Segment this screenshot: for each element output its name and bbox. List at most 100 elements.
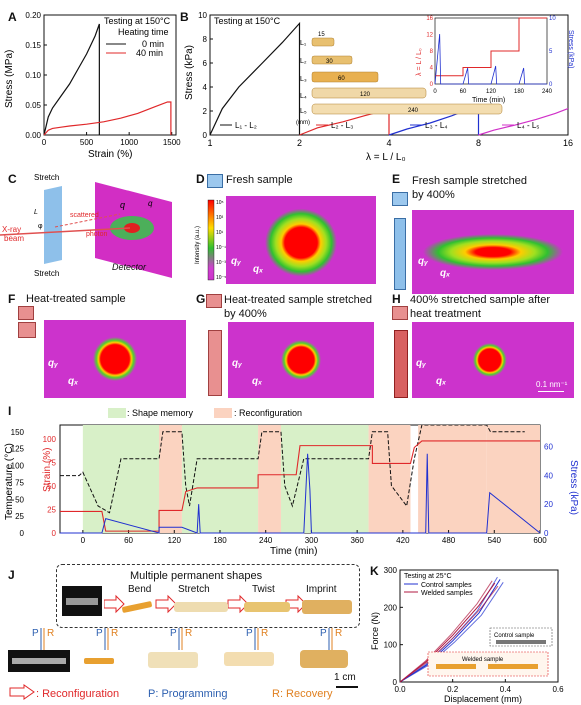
i-strain-tick: 25 [47, 506, 56, 515]
b-xlabel: λ = L / L₀ [366, 152, 406, 163]
panel-label-h: H [392, 292, 401, 306]
d-sample-icon [207, 174, 223, 188]
h-film [394, 330, 408, 398]
i-xtick-label: 60 [124, 536, 133, 545]
k-xtick-label: 0.2 [447, 685, 459, 694]
j-step-3: Imprint [306, 584, 337, 595]
a-xtick-label: 0 [42, 138, 47, 147]
j-legend-arrow [9, 684, 35, 700]
b-inset-xt: 240 [542, 89, 553, 95]
k-ytick-label: 200 [384, 603, 398, 612]
k-series-1-1 [399, 585, 499, 683]
i-legend-pink-swatch [214, 408, 232, 418]
i-series-stress [60, 453, 541, 534]
j-step-2: Twist [252, 584, 275, 595]
a-ytick-label: 0.10 [25, 71, 41, 80]
c-stretch-top: Stretch [34, 173, 59, 182]
i-stress-tick: 60 [544, 443, 553, 452]
i-temp-tick: 125 [11, 445, 25, 454]
e-qx: qₓ [440, 268, 451, 279]
a-xlabel: Strain (%) [88, 149, 132, 160]
b-inset-lt: 8 [430, 49, 434, 55]
panel-label-a: A [8, 10, 17, 24]
f-qx: qₓ [68, 376, 79, 387]
i-xtick-label: 0 [81, 536, 86, 545]
e-scatter-image [412, 210, 574, 294]
h-sample-icon [392, 306, 408, 320]
b-sample-label-2: L₃ [300, 76, 307, 83]
i-xtick-label: 420 [396, 536, 410, 545]
j-scale-bar [336, 686, 358, 688]
b-xtick-label: 8 [476, 138, 481, 148]
b-ytick-label: 6 [203, 59, 208, 68]
f-qy: qᵧ [48, 358, 58, 369]
i-temp-tick: 50 [15, 495, 24, 504]
h-qy: qᵧ [416, 358, 426, 369]
b-ytick-label: 4 [203, 83, 208, 92]
a-xtick-label: 500 [80, 138, 94, 147]
i-xtick-label: 120 [168, 536, 182, 545]
b-note: Testing at 150°C [214, 16, 281, 26]
g-sample-icon [206, 294, 222, 308]
k-xtick-label: 0.4 [500, 685, 512, 694]
j-step-1: Stretch [178, 584, 210, 595]
k-legend-1: Welded samples [421, 590, 473, 597]
b-samples: L₁ 15 L₂ 30 L₃ 60 L₄ 120 L₅ 240 (mm) [296, 32, 503, 126]
f-scatter-image [44, 320, 186, 398]
b-series-0 [209, 21, 301, 136]
b-inset: λ = L / L₀ Stress (kPa) Time (min) 0 4 8 12… [416, 16, 574, 104]
f-title: Heat-treated sample [26, 293, 126, 305]
j-p-1: P [96, 628, 103, 639]
i-stress-tick: 20 [544, 500, 553, 509]
b-inset-lt: 4 [430, 66, 434, 72]
g-qy: qᵧ [232, 358, 242, 369]
d-cbar-tick: 10⁵ [216, 200, 224, 206]
j-legend-rec: R: Recovery [272, 688, 333, 700]
b-ylabel: Stress (kPa) [184, 45, 195, 100]
j-p-0: P [32, 628, 39, 639]
panel-label-d: D [196, 172, 205, 186]
k-legend-0: Control samples [421, 582, 472, 589]
b-inset-stress-3 [518, 67, 547, 85]
b-inset-xt: 180 [514, 89, 525, 95]
a-ytick-label: 0.20 [25, 11, 41, 20]
a-series-0 [43, 23, 100, 136]
k-xtick-label: 0.6 [552, 685, 564, 694]
i-legend-pink: : Reconfiguration [234, 408, 302, 418]
b-inset-lt: 16 [426, 16, 433, 22]
d-scatter-image [226, 196, 376, 284]
i-ylabel-left: Temperature (°C) [4, 443, 15, 520]
d-cbar-tick: 10⁻³ [216, 260, 226, 266]
b-seg-label-2: L₃ - L₄ [425, 121, 448, 130]
c-qy: q [148, 199, 153, 208]
f-sample-icon [18, 306, 34, 320]
d-colorbar: 10⁵ 10³ 10¹ 10⁻¹ 10⁻³ 10⁻⁵ Intensity (a.u.) [195, 199, 226, 281]
i-band-green-1 [181, 425, 259, 533]
k-note: Testing at 25°C [404, 572, 452, 580]
f-film [18, 322, 36, 338]
i-band-green-2 [280, 425, 369, 533]
b-sample-len-3: 120 [360, 92, 371, 98]
e-qy: qᵧ [418, 256, 428, 267]
a-ytick-label: 0.15 [25, 41, 41, 50]
i-xtick-label: 480 [442, 536, 456, 545]
c-phi: φ [38, 223, 43, 230]
j-r-3: R [261, 628, 268, 639]
i-legend-green-swatch [108, 408, 126, 418]
a-ytick-label: 0.00 [25, 131, 41, 140]
b-ytick-label: 0 [203, 131, 208, 140]
j-legend-reconfig: : Reconfiguration [36, 688, 120, 700]
b-inset-rt: 5 [549, 49, 553, 55]
b-inset-lt: 0 [430, 82, 434, 88]
b-sample-label-4: L₅ [300, 108, 307, 115]
a-xtick-label: 1500 [163, 138, 181, 147]
i-band-pink-2 [368, 425, 411, 533]
k-ylabel: Force (N) [370, 612, 380, 650]
d-cbar-tick: 10³ [216, 215, 224, 221]
i-ylabel-right: Stress (kPa) [568, 460, 579, 515]
d-qy: qᵧ [231, 256, 241, 267]
b-sample-label-3: L₄ [300, 93, 307, 100]
c-beam: beam [4, 234, 24, 243]
b-xtick-label: 4 [386, 138, 391, 148]
